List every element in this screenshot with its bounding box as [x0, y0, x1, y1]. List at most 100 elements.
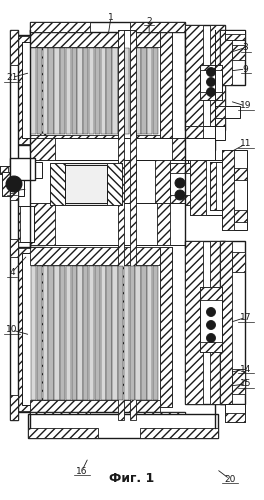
- Bar: [10, 158, 35, 180]
- Text: 2: 2: [146, 16, 152, 26]
- Bar: [107, 163, 122, 205]
- Bar: [16, 248, 44, 411]
- Bar: [15, 164, 23, 172]
- Bar: [106, 48, 112, 134]
- Circle shape: [209, 80, 213, 84]
- Bar: [30, 412, 185, 424]
- Bar: [12, 206, 20, 242]
- Bar: [185, 241, 203, 404]
- Bar: [10, 395, 18, 420]
- Bar: [30, 203, 55, 245]
- Text: 20: 20: [224, 474, 235, 484]
- Bar: [141, 48, 147, 134]
- Circle shape: [15, 186, 19, 191]
- Bar: [130, 22, 185, 32]
- Bar: [118, 30, 136, 420]
- Bar: [153, 266, 158, 400]
- Bar: [12, 162, 24, 178]
- Circle shape: [15, 177, 19, 182]
- Bar: [10, 30, 18, 65]
- Bar: [200, 65, 222, 100]
- Text: 11: 11: [240, 140, 251, 148]
- Text: 16: 16: [76, 466, 88, 475]
- Circle shape: [206, 68, 215, 76]
- Circle shape: [206, 88, 215, 96]
- Bar: [30, 138, 215, 160]
- Bar: [200, 342, 222, 352]
- Bar: [95, 48, 100, 134]
- Bar: [210, 162, 216, 210]
- Bar: [147, 48, 152, 134]
- Circle shape: [209, 336, 213, 340]
- Bar: [106, 266, 112, 400]
- Bar: [220, 241, 232, 404]
- Bar: [157, 203, 170, 245]
- Bar: [215, 106, 240, 118]
- Bar: [160, 30, 172, 142]
- Bar: [185, 126, 225, 140]
- Bar: [232, 45, 245, 60]
- Bar: [220, 30, 245, 85]
- Text: 5: 5: [9, 186, 15, 196]
- Bar: [12, 162, 42, 178]
- Bar: [135, 266, 141, 400]
- Bar: [10, 239, 18, 257]
- Bar: [225, 34, 245, 40]
- Bar: [118, 160, 136, 205]
- Bar: [147, 266, 152, 400]
- Bar: [54, 266, 59, 400]
- Bar: [77, 266, 83, 400]
- Circle shape: [209, 70, 213, 74]
- Bar: [118, 48, 123, 134]
- Bar: [72, 48, 77, 134]
- Bar: [225, 413, 245, 422]
- Bar: [153, 48, 158, 134]
- Bar: [31, 266, 36, 400]
- Bar: [220, 30, 232, 85]
- Bar: [155, 160, 170, 205]
- Circle shape: [9, 186, 13, 191]
- Bar: [101, 48, 106, 134]
- Text: 9: 9: [243, 64, 248, 74]
- Bar: [15, 247, 45, 412]
- Text: 17: 17: [240, 313, 251, 322]
- Circle shape: [177, 180, 182, 186]
- Bar: [60, 266, 65, 400]
- Bar: [77, 48, 83, 134]
- Text: 10: 10: [6, 326, 18, 334]
- Bar: [28, 414, 218, 438]
- Bar: [234, 210, 247, 222]
- Bar: [43, 48, 48, 134]
- Bar: [15, 35, 45, 145]
- Bar: [200, 92, 222, 100]
- Bar: [215, 106, 225, 118]
- Bar: [160, 30, 172, 142]
- Bar: [89, 48, 94, 134]
- Bar: [130, 412, 185, 424]
- Text: 15: 15: [240, 380, 251, 388]
- Bar: [200, 287, 222, 352]
- Circle shape: [206, 78, 215, 86]
- Bar: [28, 428, 98, 438]
- Bar: [65, 165, 107, 203]
- Bar: [118, 30, 124, 420]
- Bar: [225, 30, 245, 40]
- Bar: [170, 195, 190, 205]
- Bar: [10, 180, 18, 200]
- Circle shape: [9, 177, 13, 182]
- Bar: [30, 138, 55, 160]
- Circle shape: [6, 182, 11, 186]
- Circle shape: [209, 90, 213, 94]
- Bar: [225, 404, 245, 422]
- Bar: [83, 48, 88, 134]
- Bar: [210, 25, 225, 130]
- Bar: [190, 160, 225, 215]
- Circle shape: [206, 308, 215, 316]
- Bar: [30, 22, 185, 32]
- Circle shape: [177, 192, 182, 198]
- Bar: [112, 48, 117, 134]
- Circle shape: [6, 176, 22, 192]
- Bar: [48, 266, 54, 400]
- Bar: [118, 266, 123, 400]
- Bar: [89, 266, 94, 400]
